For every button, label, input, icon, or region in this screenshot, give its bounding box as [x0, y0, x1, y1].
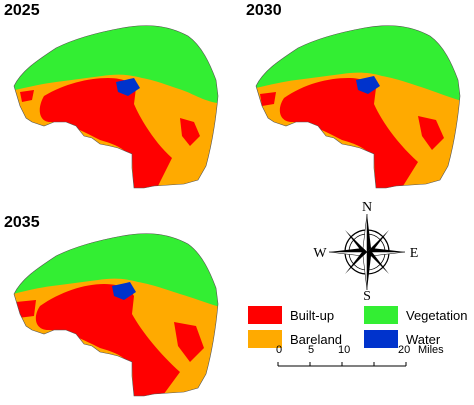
compass-south: S — [363, 289, 371, 300]
scale-bar: 0 5 10 20 Miles — [262, 342, 468, 382]
scale-tick-20: 20 — [398, 344, 411, 356]
compass-rose: N S W E — [313, 200, 419, 300]
legend-label-bareland: Bareland — [290, 331, 343, 347]
legend-swatch-bareland — [248, 330, 282, 348]
compass-west: W — [313, 246, 327, 261]
scale-tick-10: 10 — [338, 344, 351, 356]
scale-tick-0: 0 — [276, 344, 283, 356]
legend-item-built-up: Built-up — [248, 306, 334, 324]
scale-tick-5: 5 — [308, 344, 315, 356]
map-2030 — [255, 25, 461, 189]
map-2025 — [13, 25, 219, 189]
legend-swatch-vegetation — [364, 306, 398, 324]
compass-star-icon — [328, 213, 406, 291]
scale-unit: Miles — [418, 344, 444, 356]
legend-label-water: Water — [406, 331, 441, 347]
compass-east: E — [410, 246, 419, 261]
panel-2025-year: 2025 — [4, 2, 40, 19]
legend-label-built-up: Built-up — [290, 307, 335, 323]
compass-north: N — [362, 200, 372, 215]
legend-swatch-water — [364, 330, 398, 348]
legend-label-vegetation: Vegetation — [406, 307, 468, 323]
panel-2030-year: 2030 — [246, 2, 282, 19]
panel-2035-year: 2035 — [4, 214, 40, 231]
map-2035 — [13, 233, 219, 397]
legend-swatch-built-up — [248, 306, 282, 324]
scale-bar-line — [277, 362, 407, 367]
legend: Built-up Vegetation Bareland Water — [248, 306, 470, 354]
legend-item-water: Water — [364, 330, 440, 348]
legend-item-bareland: Bareland — [248, 330, 342, 348]
legend-item-vegetation: Vegetation — [364, 306, 467, 324]
